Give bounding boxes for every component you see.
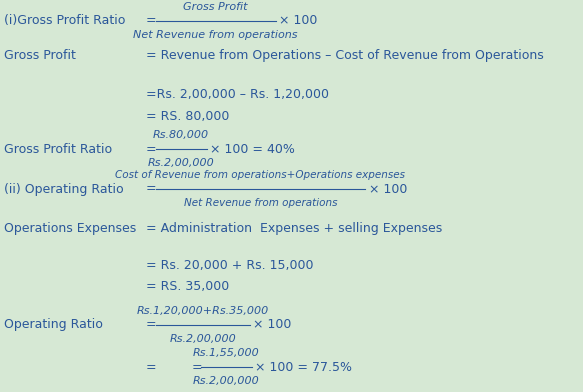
Text: = Rs. 20,000 + Rs. 15,000: = Rs. 20,000 + Rs. 15,000 — [146, 259, 314, 272]
Text: Net Revenue from operations: Net Revenue from operations — [184, 198, 337, 208]
Text: =: = — [146, 14, 157, 27]
Text: =: = — [191, 361, 202, 374]
Text: × 100: × 100 — [369, 183, 407, 196]
Text: =: = — [146, 318, 157, 331]
Text: Operating Ratio: Operating Ratio — [4, 318, 103, 331]
Text: × 100 = 77.5%: × 100 = 77.5% — [255, 361, 352, 374]
Text: Gross Profit: Gross Profit — [183, 2, 248, 12]
Text: Rs.1,55,000: Rs.1,55,000 — [193, 348, 259, 358]
Text: =: = — [146, 143, 157, 156]
Text: × 100: × 100 — [253, 318, 292, 331]
Text: = RS. 80,000: = RS. 80,000 — [146, 110, 230, 123]
Text: Rs.2,00,000: Rs.2,00,000 — [193, 376, 259, 386]
Text: × 100: × 100 — [279, 14, 317, 27]
Text: Rs.2,00,000: Rs.2,00,000 — [147, 158, 215, 168]
Text: Net Revenue from operations: Net Revenue from operations — [134, 29, 298, 40]
Text: Gross Profit Ratio: Gross Profit Ratio — [4, 143, 113, 156]
Text: Cost of Revenue from operations+Operations expenses: Cost of Revenue from operations+Operatio… — [115, 170, 405, 180]
Text: =Rs. 2,00,000 – Rs. 1,20,000: =Rs. 2,00,000 – Rs. 1,20,000 — [146, 89, 329, 102]
Text: × 100 = 40%: × 100 = 40% — [210, 143, 295, 156]
Text: Rs.80,000: Rs.80,000 — [153, 131, 209, 140]
Text: =: = — [146, 183, 157, 196]
Text: (i)Gross Profit Ratio: (i)Gross Profit Ratio — [4, 14, 126, 27]
Text: = RS. 35,000: = RS. 35,000 — [146, 279, 229, 292]
Text: Operations Expenses: Operations Expenses — [4, 222, 136, 235]
Text: Gross Profit: Gross Profit — [4, 49, 76, 62]
Text: Rs.2,00,000: Rs.2,00,000 — [169, 334, 236, 343]
Text: (ii) Operating Ratio: (ii) Operating Ratio — [4, 183, 124, 196]
Text: =: = — [146, 361, 157, 374]
Text: = Administration  Expenses + selling Expenses: = Administration Expenses + selling Expe… — [146, 222, 442, 235]
Text: Rs.1,20,000+Rs.35,000: Rs.1,20,000+Rs.35,000 — [136, 306, 269, 316]
Text: = Revenue from Operations – Cost of Revenue from Operations: = Revenue from Operations – Cost of Reve… — [146, 49, 544, 62]
